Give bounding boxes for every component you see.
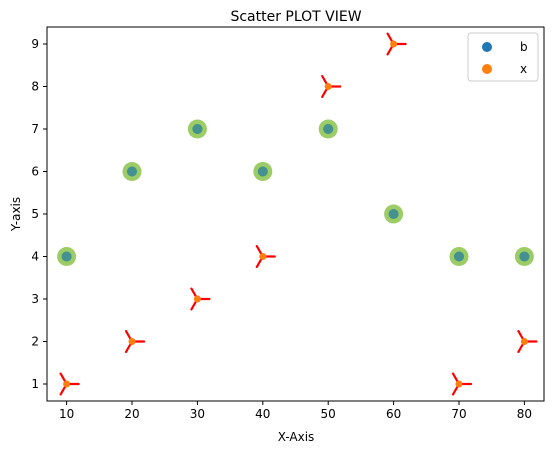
chart-legend: b x xyxy=(467,32,539,82)
b-point xyxy=(388,209,399,219)
x-tick-label: 30 xyxy=(190,407,205,421)
b-point-overlay xyxy=(453,251,464,262)
series-layer xyxy=(57,32,538,396)
b-point xyxy=(519,251,530,262)
x-tick-label: 40 xyxy=(255,407,270,421)
legend-marker-b xyxy=(482,42,492,52)
x-tick-label: 50 xyxy=(321,407,336,421)
x-point-center xyxy=(259,253,267,260)
x-point-center xyxy=(520,338,528,345)
b-point-overlay xyxy=(192,124,203,134)
x-point xyxy=(59,372,80,396)
legend-label-x: x xyxy=(520,62,527,76)
x-point-center xyxy=(193,295,201,303)
x-point-center xyxy=(324,83,332,90)
x-point xyxy=(321,75,342,98)
x-point xyxy=(386,32,407,56)
legend-marker-x xyxy=(482,64,492,74)
x-tick-label: 70 xyxy=(451,407,466,421)
y-tick-label: 3 xyxy=(31,292,39,306)
x-point-center xyxy=(455,380,463,388)
x-point-center xyxy=(390,40,398,48)
x-tick-label: 60 xyxy=(386,407,401,421)
x-point xyxy=(451,372,473,396)
b-point-overlay xyxy=(127,166,138,177)
x-point xyxy=(517,330,538,353)
legend-label-b: b xyxy=(520,40,528,54)
y-axis-ticks: 1 2 3 4 5 6 7 8 9 xyxy=(31,37,47,391)
b-point-overlay xyxy=(323,124,334,134)
b-point-overlay xyxy=(61,251,72,262)
y-tick-label: 6 xyxy=(31,165,39,179)
x-point xyxy=(190,287,211,311)
y-tick-label: 7 xyxy=(31,122,39,136)
x-point-center xyxy=(128,338,136,345)
x-tick-label: 80 xyxy=(517,407,532,421)
x-axis-ticks: 10 20 30 40 50 60 70 80 xyxy=(59,401,532,421)
b-point-overlay xyxy=(388,209,399,219)
plot-area xyxy=(46,26,545,402)
b-point xyxy=(192,124,203,134)
y-tick-label: 5 xyxy=(31,207,39,221)
x-tick-label: 20 xyxy=(124,407,139,421)
y-tick-label: 4 xyxy=(31,250,39,264)
x-tick-label: 10 xyxy=(59,407,74,421)
b-point xyxy=(323,124,334,134)
y-tick-label: 8 xyxy=(31,80,39,94)
b-point xyxy=(127,166,138,177)
chart-title: Scatter PLOT VIEW xyxy=(230,9,361,25)
y-tick-label: 1 xyxy=(31,377,39,391)
x-point-center xyxy=(63,380,71,388)
b-point-overlay xyxy=(257,166,268,177)
b-point xyxy=(453,251,464,262)
b-point xyxy=(257,166,268,177)
b-point xyxy=(61,251,72,262)
x-axis-label: X-Axis xyxy=(278,430,315,444)
y-tick-label: 9 xyxy=(31,37,39,51)
x-point xyxy=(124,330,146,353)
y-axis-label: Y-axis xyxy=(9,197,23,232)
y-tick-label: 2 xyxy=(31,335,39,349)
b-point-overlay xyxy=(519,251,530,262)
x-point xyxy=(255,245,276,268)
